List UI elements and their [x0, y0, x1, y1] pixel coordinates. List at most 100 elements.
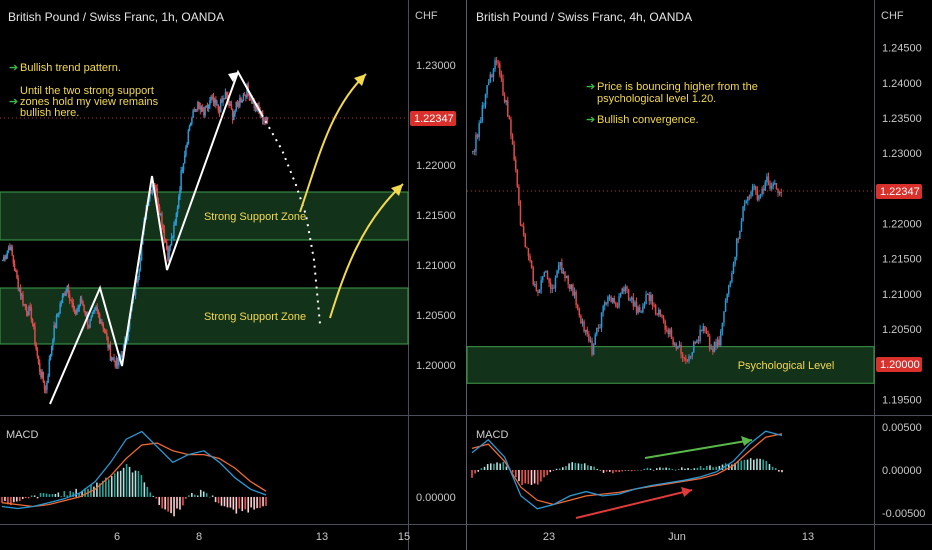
macd-histogram-bar: [42, 492, 45, 497]
y-tick-label: 1.20500: [416, 310, 456, 322]
left-annotation-1: Bullish trend pattern.: [20, 62, 121, 74]
candle-body: [140, 244, 143, 261]
candle-body: [149, 192, 151, 200]
candle-body: [476, 134, 479, 138]
candle-body: [127, 328, 130, 338]
candle-body: [198, 102, 200, 107]
zone-label: Strong Support Zone: [204, 211, 306, 223]
macd-histogram-bar: [125, 463, 128, 497]
candle-body: [215, 99, 217, 106]
candle-body: [3, 256, 5, 261]
candle-body: [231, 109, 234, 121]
macd-histogram-bar: [208, 496, 211, 498]
candle-body: [557, 265, 560, 271]
macd-histogram-bar: [57, 492, 60, 497]
zone-label: Psychological Level: [738, 360, 835, 372]
candle-body: [650, 295, 652, 301]
macd-histogram-bar: [253, 496, 255, 510]
candle-body: [748, 196, 751, 198]
macd-histogram-bar: [778, 470, 780, 472]
candle-body: [237, 103, 240, 107]
candle-body: [596, 327, 598, 335]
macd-histogram-bar: [684, 468, 686, 470]
right-chart-panel: Psychological Level British Pound / Swis…: [466, 0, 932, 550]
macd-histogram-bar: [596, 468, 599, 470]
candle-body: [175, 213, 178, 223]
candle-body: [554, 277, 557, 289]
left-last-price-badge: [410, 111, 456, 126]
candle-body: [252, 100, 254, 104]
candle-body: [193, 110, 196, 112]
candle-body: [138, 269, 140, 277]
candle-body: [10, 246, 12, 250]
macd-histogram-bar: [167, 496, 169, 512]
macd-histogram-bar: [137, 471, 140, 497]
macd-histogram-bar: [715, 466, 718, 470]
candle-body: [686, 360, 689, 362]
macd-histogram-bar: [587, 465, 589, 470]
macd-histogram-bar: [518, 470, 520, 482]
candle-body: [234, 110, 236, 114]
candle-body: [600, 312, 603, 328]
macd-histogram-bar: [250, 496, 252, 508]
macd-histogram-bar: [590, 466, 592, 470]
candle-body: [586, 329, 589, 334]
macd-histogram-bar: [179, 496, 181, 510]
candle-body: [211, 96, 214, 98]
candle-body: [588, 333, 590, 342]
candle-body: [5, 255, 7, 260]
candle-body: [546, 271, 549, 279]
macd-histogram-bar: [665, 467, 667, 470]
right-indicator-label: MACD: [476, 429, 508, 441]
candle-body: [545, 271, 547, 273]
candle-body: [229, 103, 232, 106]
candle-body: [266, 117, 269, 123]
candle-body: [548, 278, 550, 283]
annotation-line: psychological level 1.20.: [597, 93, 716, 105]
macd-histogram-bar: [4, 496, 6, 501]
candle-body: [163, 229, 166, 240]
candle-body: [510, 119, 512, 136]
macd-histogram-bar: [191, 492, 193, 497]
bullet-arrow-icon: ➔: [586, 81, 595, 93]
macd-histogram-bar: [489, 463, 492, 470]
macd-histogram-bar: [217, 496, 220, 504]
candle-body: [704, 326, 706, 331]
candle-body: [681, 354, 684, 358]
macd-histogram-bar: [199, 489, 202, 497]
candle-body: [645, 294, 647, 304]
candle-body: [150, 192, 152, 194]
candle-body: [41, 371, 43, 378]
candle-body: [667, 330, 670, 335]
right-chart-title: British Pound / Swiss Franc, 4h, OANDA: [476, 10, 692, 24]
candle-body: [629, 299, 631, 301]
candle-body: [731, 273, 733, 282]
candle-body: [230, 103, 233, 110]
candle-body: [62, 293, 65, 296]
candle-body: [60, 302, 63, 304]
candle-body: [240, 97, 242, 103]
red-arrowhead-icon: [681, 487, 692, 497]
candle-body: [158, 207, 161, 215]
macd-histogram-bar: [131, 472, 134, 497]
macd-y-tick-label: 0.00500: [882, 422, 922, 434]
candle-body: [721, 322, 724, 332]
candle-body: [556, 270, 558, 278]
macd-histogram-bar: [659, 467, 661, 470]
candle-body: [101, 322, 103, 325]
candle-body: [228, 101, 230, 106]
macd-histogram-bar: [75, 488, 77, 497]
candle-body: [161, 213, 163, 227]
candle-body: [541, 276, 544, 281]
candle-body: [104, 331, 107, 333]
candle-body: [774, 182, 776, 184]
candle-body: [38, 363, 41, 372]
macd-histogram-bar: [63, 491, 66, 497]
candle-body: [572, 284, 574, 296]
candle-body: [185, 147, 187, 156]
bullet-arrow-icon: ➔: [9, 62, 18, 74]
macd-histogram-bar: [527, 470, 530, 484]
candle-body: [540, 280, 542, 290]
macd-y-tick-label: 0.00000: [882, 465, 922, 477]
macd-histogram-bar: [524, 470, 527, 484]
